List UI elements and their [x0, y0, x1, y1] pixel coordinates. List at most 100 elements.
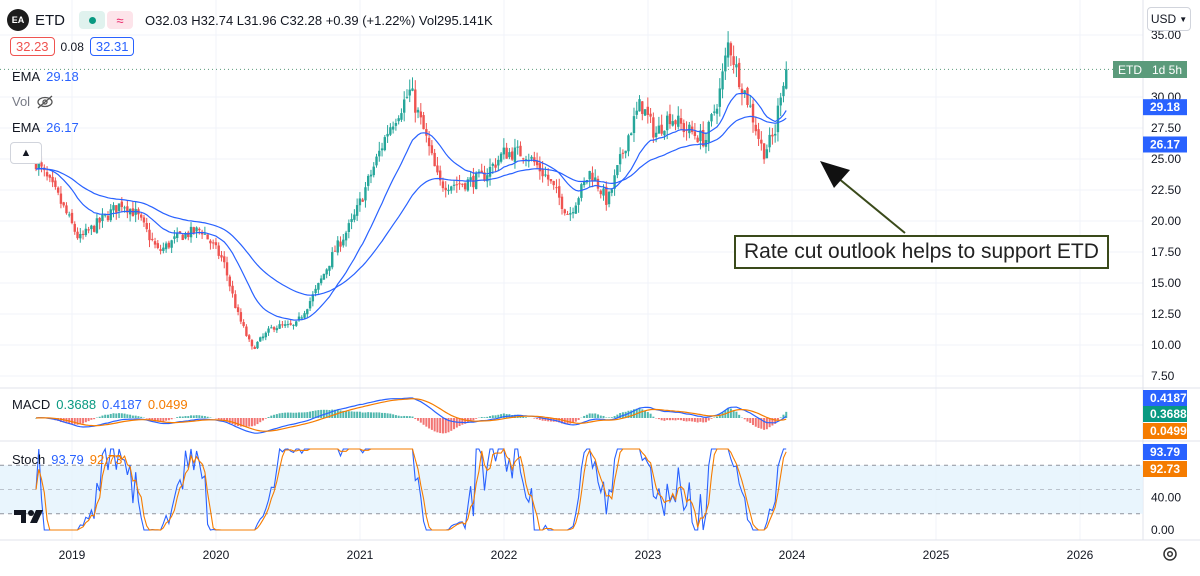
- time-tick-label: 2026: [1067, 548, 1094, 562]
- vol-legend[interactable]: Vol: [12, 94, 54, 109]
- candle-body: [62, 202, 64, 205]
- candle-body: [284, 324, 286, 326]
- candle-body: [605, 187, 607, 205]
- last-price-tag: ETD 1d 5h: [1113, 61, 1187, 78]
- annotation-text[interactable]: Rate cut outlook helps to support ETD: [734, 235, 1109, 269]
- macd-bar: [207, 417, 209, 418]
- candle-body: [381, 148, 383, 150]
- macd-value-1: 0.3688: [56, 397, 96, 412]
- time-tick-label: 2020: [203, 548, 230, 562]
- candle-body: [721, 71, 723, 89]
- candle-body: [223, 256, 225, 262]
- candle-body: [555, 187, 557, 188]
- macd-bar: [702, 418, 704, 422]
- bid-price[interactable]: 32.23: [10, 37, 55, 56]
- candle-body: [331, 252, 333, 267]
- gear-icon[interactable]: [1161, 545, 1179, 563]
- macd-bar: [716, 417, 718, 418]
- candle-body: [348, 223, 350, 232]
- macd-bar: [118, 413, 120, 418]
- candle-body: [672, 121, 674, 126]
- macd-bar: [146, 418, 148, 419]
- macd-bar: [309, 412, 311, 418]
- candle-body: [173, 236, 175, 239]
- candle-body: [151, 239, 153, 240]
- candle-body: [403, 100, 405, 113]
- macd-bar: [107, 415, 109, 418]
- candle-body: [353, 215, 355, 220]
- symbol-name[interactable]: ETD: [35, 12, 65, 29]
- candle-body: [254, 347, 256, 349]
- symbol-legend[interactable]: EA ETD ≈ O32.03 H32.74 L31.96 C32.28 +0.…: [7, 9, 493, 31]
- macd-bar: [298, 412, 300, 418]
- currency-selector[interactable]: USD ▼: [1147, 7, 1191, 31]
- stoch-legend[interactable]: Stoch 93.79 92.73: [12, 452, 122, 467]
- macd-bar: [691, 418, 693, 421]
- candle-body: [140, 215, 142, 218]
- candle-body: [143, 217, 145, 222]
- grid-lines: [0, 0, 1143, 540]
- ema-fast-legend[interactable]: EMA 29.18: [12, 69, 79, 84]
- candle-body: [121, 202, 123, 207]
- macd-bar: [409, 416, 411, 418]
- macd-bar: [536, 418, 538, 419]
- macd-bar: [763, 418, 765, 430]
- macd-bar: [481, 417, 483, 418]
- macd-bar: [641, 409, 643, 418]
- candle-body: [378, 151, 380, 157]
- candle-body: [359, 198, 361, 205]
- ask-price[interactable]: 32.31: [90, 37, 135, 56]
- macd-axis-tag-2: 0.3688: [1150, 407, 1187, 421]
- macd-bar: [279, 413, 281, 418]
- macd-bar: [254, 418, 256, 426]
- candle-body: [464, 183, 466, 189]
- macd-bar: [730, 409, 732, 418]
- collapse-legend-button[interactable]: ▲: [10, 142, 42, 164]
- macd-bar: [428, 418, 430, 428]
- candle-body: [361, 200, 363, 202]
- macd-legend[interactable]: MACD 0.3688 0.4187 0.0499: [12, 397, 188, 412]
- macd-bar: [376, 412, 378, 418]
- candle-body: [162, 248, 164, 251]
- macd-bar: [268, 417, 270, 418]
- candle-body: [627, 135, 629, 151]
- candle-body: [458, 183, 460, 184]
- macd-bar: [758, 418, 760, 428]
- candle-body: [572, 212, 574, 213]
- macd-bar: [82, 418, 84, 424]
- candle-body: [112, 205, 114, 210]
- candle-body: [461, 184, 463, 185]
- candle-body: [445, 188, 447, 190]
- macd-bar: [85, 418, 87, 422]
- candle-body: [115, 205, 117, 213]
- candle-body: [616, 165, 618, 175]
- candle-body: [636, 111, 638, 115]
- macd-bar: [218, 418, 220, 419]
- time-tick-label: 2021: [347, 548, 374, 562]
- eye-off-icon[interactable]: [36, 95, 54, 109]
- candle-body: [328, 266, 330, 271]
- candle-body: [508, 152, 510, 157]
- candle-body: [569, 213, 571, 215]
- candle-body: [356, 205, 358, 216]
- candle-body: [561, 197, 563, 209]
- candle-body: [663, 131, 665, 135]
- macd-bar: [162, 418, 164, 422]
- candle-body: [123, 207, 125, 208]
- macd-bar: [392, 414, 394, 418]
- macd-bar: [708, 418, 710, 421]
- macd-bar: [320, 410, 322, 418]
- candle-body: [624, 151, 626, 154]
- candle-body: [547, 175, 549, 180]
- macd-bar: [209, 417, 211, 418]
- candle-body: [79, 234, 81, 238]
- candle-body: [389, 127, 391, 135]
- tradingview-logo-icon[interactable]: [14, 507, 48, 525]
- ema-slow-legend[interactable]: EMA 26.17: [12, 120, 79, 135]
- price-tag-symbol: ETD: [1118, 63, 1142, 77]
- candle-body: [649, 114, 651, 117]
- candle-body: [652, 117, 654, 137]
- candle-body: [395, 123, 397, 126]
- price-tick-label: 12.50: [1151, 307, 1181, 321]
- macd-bar: [276, 414, 278, 418]
